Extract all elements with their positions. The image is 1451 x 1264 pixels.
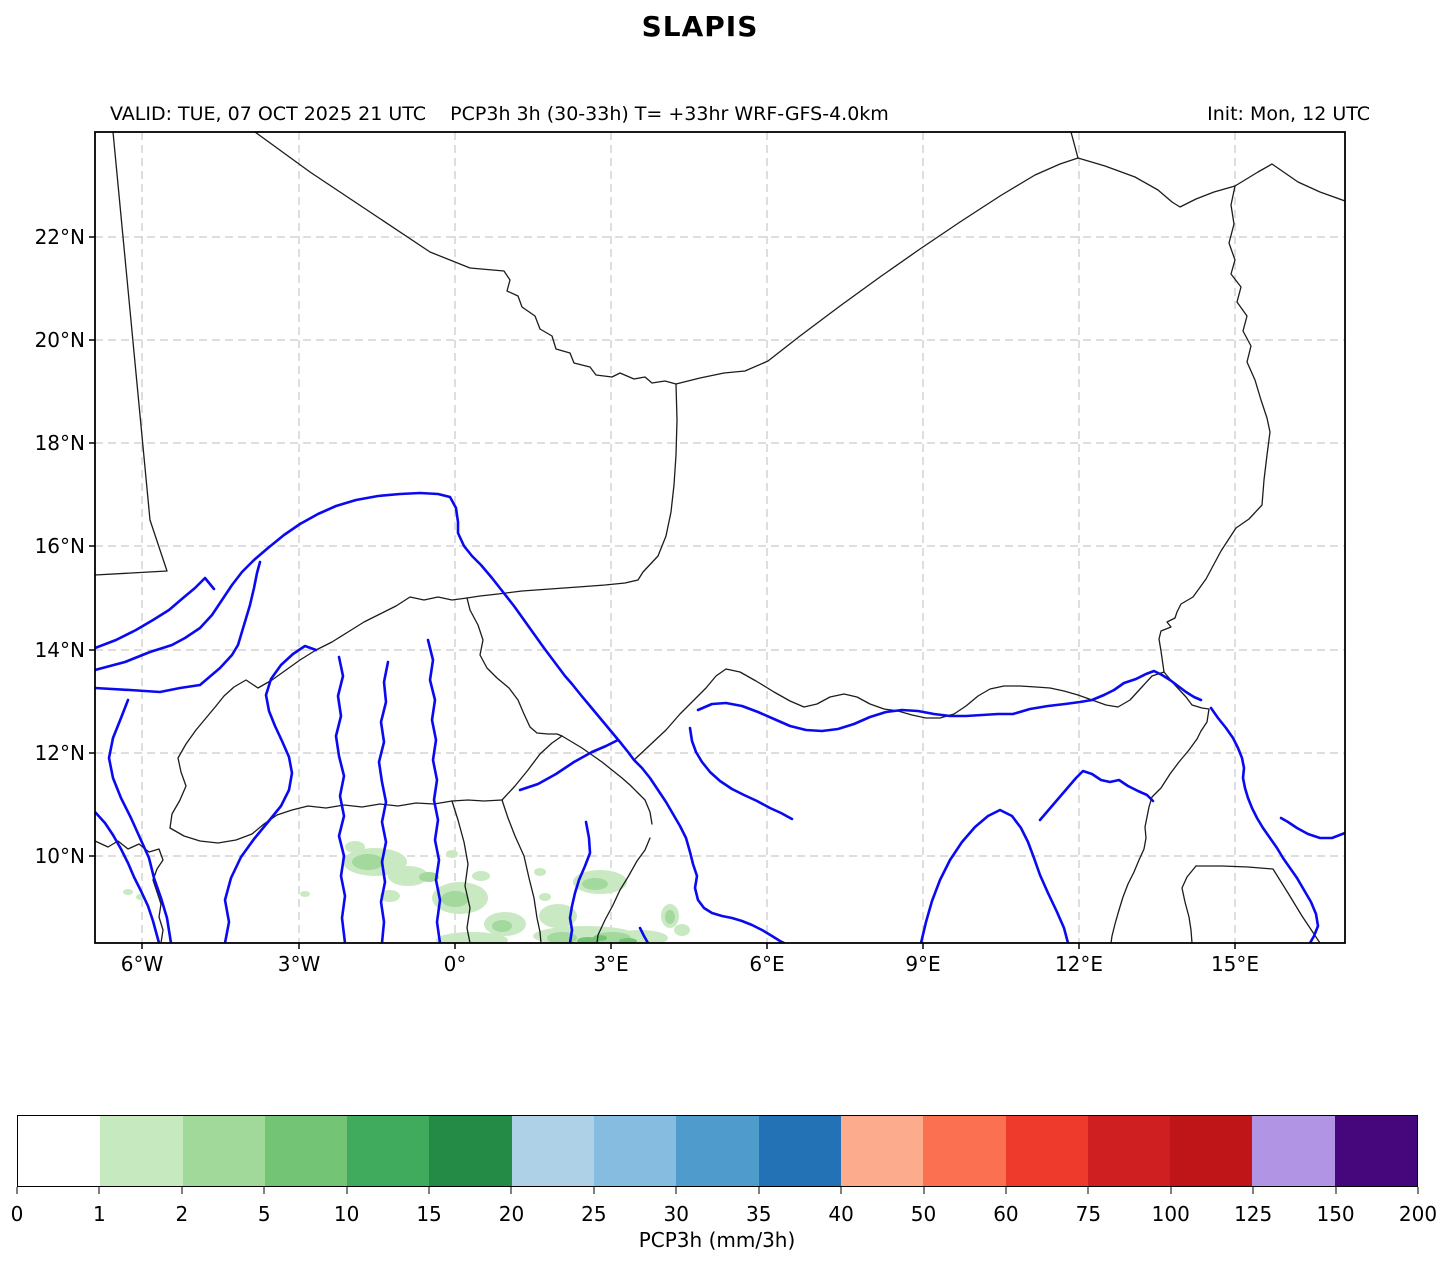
colorbar-tick-label: 40: [828, 1202, 854, 1226]
colorbar-tick-label: 0: [10, 1202, 24, 1226]
colorbar-segment: [676, 1116, 759, 1186]
colorbar-tick-label: 150: [1316, 1202, 1355, 1226]
map-frame: [94, 131, 1346, 944]
colorbar-tick-label: 25: [581, 1202, 607, 1226]
colorbar-tick: [1252, 1187, 1254, 1194]
colorbar-tick: [1087, 1187, 1089, 1194]
x-axis-tick-label: 3°W: [277, 952, 321, 976]
x-axis-tick-label: 12°E: [1054, 952, 1104, 976]
colorbar-tick-label: 200: [1398, 1202, 1438, 1226]
init-time-label: Init: Mon, 12 UTC: [1207, 103, 1370, 125]
colorbar-tick: [263, 1187, 265, 1194]
colorbar-tick: [1170, 1187, 1172, 1194]
product-label: PCP3h 3h (30-33h) T= +33hr WRF-GFS-4.0km: [450, 103, 889, 125]
colorbar-tick: [1335, 1187, 1337, 1194]
precip-patches-light: [123, 841, 690, 943]
y-axis-tick-label: 14°N: [34, 638, 85, 662]
lat-lon-gridlines: [95, 132, 1345, 943]
colorbar-segment: [1170, 1116, 1253, 1186]
colorbar-segment: [758, 1116, 841, 1186]
colorbar-segment: [1252, 1116, 1335, 1186]
y-axis-tick-label: 10°N: [34, 844, 85, 868]
x-axis-tick-label: 3°E: [593, 952, 629, 976]
colorbar-tick: [1005, 1187, 1007, 1194]
x-axis-tick-label: 15°E: [1210, 952, 1260, 976]
colorbar-tick: [840, 1187, 842, 1194]
colorbar-segment: [182, 1116, 265, 1186]
colorbar-tick-label: 35: [745, 1202, 772, 1226]
colorbar-tick: [593, 1187, 595, 1194]
y-axis-tick-label: 18°N: [34, 431, 85, 455]
x-axis-tick-label: 0°: [443, 952, 467, 976]
colorbar-tick-label: 15: [416, 1202, 442, 1226]
colorbar-segment: [594, 1116, 677, 1186]
colorbar-tick: [923, 1187, 925, 1194]
colorbar-tick: [16, 1187, 18, 1194]
x-axis-tick-label: 6°E: [749, 952, 785, 976]
y-axis-tick-label: 16°N: [34, 534, 85, 558]
colorbar-tick-label: 125: [1234, 1202, 1273, 1226]
colorbar-segment: [923, 1116, 1006, 1186]
colorbar-segment: [1334, 1116, 1418, 1186]
colorbar-tick-label: 100: [1151, 1202, 1190, 1226]
colorbar-tick: [428, 1187, 430, 1194]
colorbar-segment: [264, 1116, 348, 1186]
country-borders: [95, 132, 1345, 943]
colorbar-tick: [346, 1187, 348, 1194]
colorbar-segment: [429, 1116, 512, 1186]
precip-patches-dark: [577, 935, 637, 943]
valid-time-label: VALID: TUE, 07 OCT 2025 21 UTC: [110, 103, 426, 125]
axis-tick-marks: [89, 236, 1236, 949]
colorbar-segment: [840, 1116, 924, 1186]
colorbar-tick: [181, 1187, 183, 1194]
colorbar-tick-label: 50: [910, 1202, 937, 1226]
x-axis-tick-label: 6°W: [120, 952, 164, 976]
colorbar-tick-label: 60: [993, 1202, 1019, 1226]
colorbar-tick-label: 75: [1075, 1202, 1102, 1226]
colorbar-segment: [18, 1116, 101, 1186]
colorbar-tick-label: 30: [663, 1202, 689, 1226]
colorbar-segment: [100, 1116, 183, 1186]
colorbar-tick: [675, 1187, 677, 1194]
colorbar-tick-label: 2: [175, 1202, 189, 1226]
page-title: SLAPIS: [641, 10, 759, 43]
colorbar: [17, 1115, 1418, 1187]
colorbar-tick: [510, 1187, 512, 1194]
colorbar-tick-label: 20: [498, 1202, 525, 1226]
colorbar-segment: [1005, 1116, 1088, 1186]
rivers: [95, 491, 1345, 943]
colorbar-tick: [758, 1187, 760, 1194]
colorbar-axis-label: PCP3h (mm/3h): [638, 1228, 796, 1252]
y-axis-tick-label: 12°N: [34, 741, 85, 765]
colorbar-segment: [511, 1116, 595, 1186]
colorbar-tick-label: 1: [93, 1202, 106, 1226]
y-axis-tick-label: 20°N: [34, 328, 85, 352]
colorbar-tick: [98, 1187, 100, 1194]
precip-patches-medium: [352, 854, 675, 943]
colorbar-segment: [347, 1116, 430, 1186]
colorbar-tick-label: 5: [257, 1202, 271, 1226]
y-axis-tick-label: 22°N: [34, 225, 85, 249]
colorbar-tick: [1417, 1187, 1419, 1194]
colorbar-tick-label: 10: [333, 1202, 360, 1226]
x-axis-tick-label: 9°E: [905, 952, 941, 976]
valid-product-header: VALID: TUE, 07 OCT 2025 21 UTC PCP3h 3h …: [110, 103, 889, 125]
colorbar-segment: [1087, 1116, 1171, 1186]
